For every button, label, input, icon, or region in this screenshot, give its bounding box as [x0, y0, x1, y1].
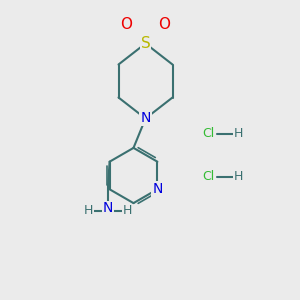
Text: Cl: Cl — [202, 127, 214, 140]
Text: H: H — [234, 127, 243, 140]
Text: Cl: Cl — [202, 170, 214, 184]
Text: N: N — [152, 182, 163, 196]
Text: N: N — [140, 112, 151, 125]
Text: O: O — [121, 17, 133, 32]
Text: O: O — [158, 17, 170, 32]
Text: N: N — [103, 202, 113, 215]
Text: H: H — [84, 204, 93, 218]
Text: H: H — [234, 170, 243, 184]
Text: S: S — [141, 36, 150, 51]
Text: H: H — [123, 204, 132, 218]
